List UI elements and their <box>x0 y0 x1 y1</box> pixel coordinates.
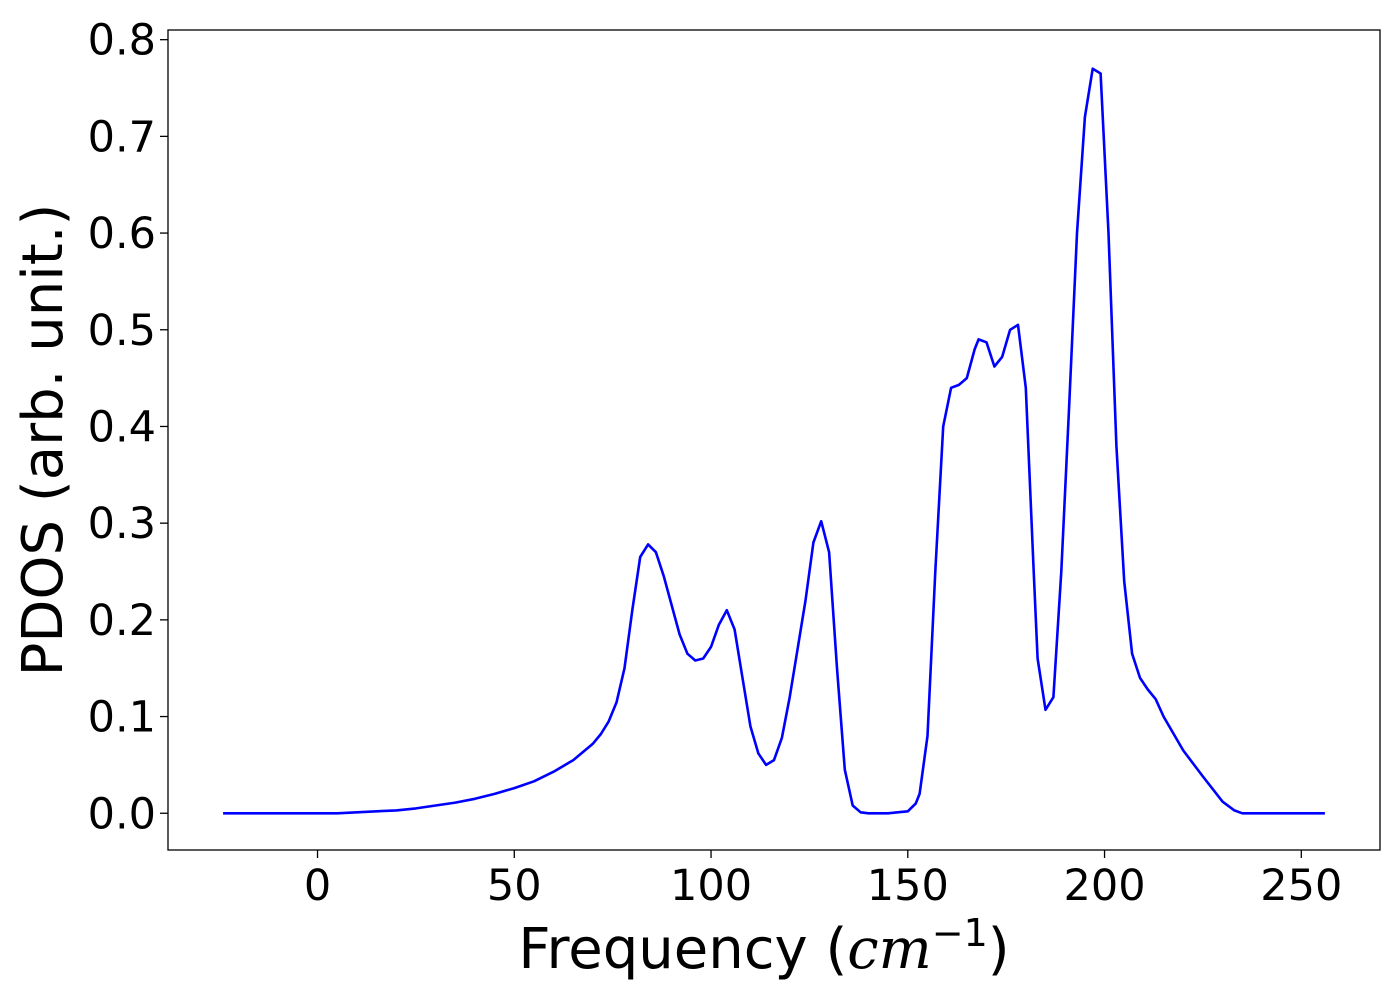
x-tick-label: 0 <box>304 861 331 911</box>
y-tick-label: 0.5 <box>88 306 156 356</box>
y-tick-label: 0.6 <box>88 209 156 259</box>
y-tick-label: 0.8 <box>88 16 156 66</box>
x-axis-ticks: 0 50 100 150 200 250 <box>304 850 1342 911</box>
x-axis-label: Frequency (cm−1) <box>518 911 1009 982</box>
y-axis-label: PDOS (arb. unit.) <box>11 204 76 677</box>
y-tick-label: 0.3 <box>88 499 156 549</box>
x-axis-label-text: Frequency ( <box>518 917 847 982</box>
x-tick-label: 100 <box>670 861 752 911</box>
x-tick-label: 150 <box>867 861 949 911</box>
y-tick-label: 0.7 <box>88 112 156 162</box>
y-tick-label: 0.1 <box>88 693 156 743</box>
plot-frame <box>167 29 1381 851</box>
y-tick-label: 0.2 <box>88 596 156 646</box>
x-axis-label-close: ) <box>988 917 1010 982</box>
x-tick-label: 250 <box>1260 861 1342 911</box>
x-axis-label-exponent: −1 <box>932 911 988 955</box>
pdos-series-line <box>223 67 1325 815</box>
y-tick-label: 0.0 <box>88 789 156 839</box>
x-tick-label: 200 <box>1064 861 1146 911</box>
y-axis-ticks: 0.0 0.1 0.2 0.3 0.4 0.5 0.6 0.7 0.8 <box>88 16 168 839</box>
x-tick-label: 50 <box>487 861 542 911</box>
x-axis-label-unit: cm <box>847 917 931 982</box>
y-tick-label: 0.4 <box>88 402 156 452</box>
